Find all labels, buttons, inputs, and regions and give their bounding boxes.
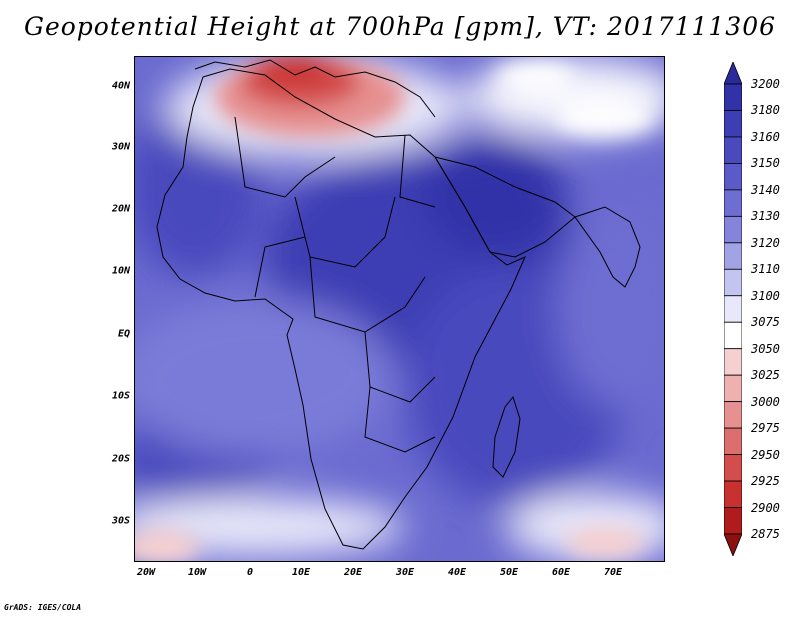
map-title: Geopotential Height at 700hPa [gpm], VT:… [23,12,777,41]
colorbar-box [724,163,742,191]
lat-label-20s: 20S [111,453,130,465]
colorbar-box [724,427,742,455]
colorbar-box [724,401,742,429]
colorbar-level-label: 3130 [751,209,780,224]
colorbar-box [724,480,742,508]
colorbar-box [724,454,742,482]
colorbar-level-label: 2975 [751,421,780,436]
lon-label-10e: 10E [291,567,311,578]
map-panel [134,56,665,562]
lat-label-30s: 30S [111,515,130,527]
colorbar-level-label: 2950 [751,447,780,462]
colorbar-box [724,295,742,323]
colorbar-level-label: 3150 [751,156,780,171]
colorbar-level-label: 2875 [751,527,780,541]
lon-label-20w: 20W [136,567,156,578]
colorbar-box [724,189,742,217]
lat-label-10n: 10N [111,265,130,277]
colorbar-box [724,348,742,376]
lat-label-10s: 10S [111,390,130,402]
lat-label-20n: 20N [111,203,130,215]
footer-credit: GrADS: IGES/COLA [4,603,82,612]
colorbar-box [724,268,742,297]
colorbar-level-label: 3200 [751,77,780,91]
colorbar-level-label: 2925 [751,474,780,489]
colorbar-box [724,136,742,164]
lon-label-20e: 20E [343,567,363,578]
colorbar-top-triangle [724,62,742,85]
colorbar-level-label: 3110 [751,262,780,277]
colorbar-level-label: 3075 [751,315,780,330]
colorbar-level-label: 2900 [751,500,780,515]
colorbar-box [724,215,742,244]
lon-label-10w: 10W [187,567,207,578]
lat-label-40n: 40N [111,80,130,92]
colorbar-level-label: 3025 [751,368,780,383]
colorbar-level-label: 3140 [751,182,780,197]
coastline-outlines [156,59,641,550]
lon-label-50e: 50E [499,567,519,578]
colorbar-level-label: 3160 [751,129,780,144]
colorbar-box [724,242,742,270]
colorbar-level-label: 3180 [751,103,780,118]
lon-label-30e: 30E [395,567,415,578]
lat-label-30n: 30N [111,141,130,153]
colorbar-level-label: 3100 [751,288,780,303]
colorbar-bottom-triangle [724,533,742,556]
colorbar-box [724,110,742,138]
colorbar-box [724,83,742,111]
lon-label-0: 0 [246,567,254,578]
colorbar-level-label: 3000 [751,394,780,409]
lat-label-eq: EQ [117,328,130,340]
geopotential-field [135,57,664,561]
colorbar-box [724,507,742,535]
lon-label-40e: 40E [447,567,467,578]
lon-label-70e: 70E [603,567,623,578]
lon-label-60e: 60E [551,567,571,578]
colorbar [724,62,742,556]
colorbar-box [724,321,742,350]
colorbar-box [724,374,742,403]
colorbar-level-label: 3120 [751,235,780,250]
colorbar-level-label: 3050 [751,341,780,356]
